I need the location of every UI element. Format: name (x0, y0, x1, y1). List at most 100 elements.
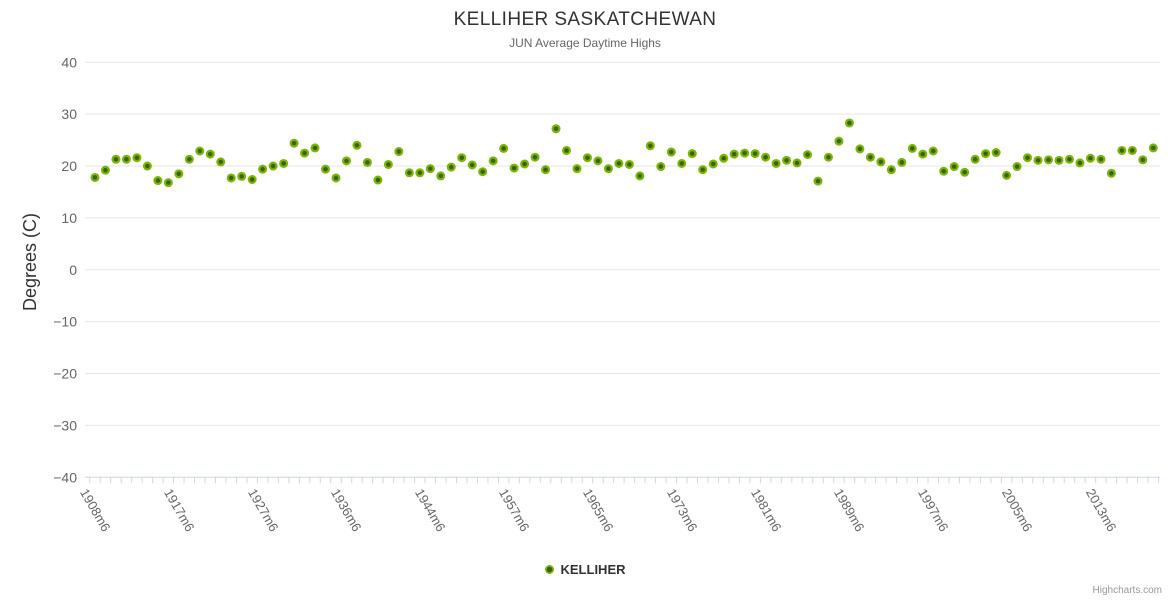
data-point[interactable] (761, 152, 771, 162)
data-point[interactable] (373, 175, 383, 185)
data-point[interactable] (656, 162, 666, 172)
data-point[interactable] (132, 153, 142, 163)
data-point[interactable] (960, 167, 970, 177)
data-point[interactable] (352, 140, 362, 150)
data-point[interactable] (1023, 153, 1033, 163)
data-point[interactable] (258, 164, 268, 174)
data-point[interactable] (645, 141, 655, 151)
data-point[interactable] (310, 143, 320, 153)
data-point[interactable] (782, 155, 792, 165)
data-point[interactable] (834, 136, 844, 146)
data-point[interactable] (300, 148, 310, 158)
data-point[interactable] (205, 149, 215, 159)
data-point[interactable] (1075, 158, 1085, 168)
data-point[interactable] (1054, 155, 1064, 165)
data-point[interactable] (1096, 154, 1106, 164)
data-point[interactable] (90, 172, 100, 182)
data-point[interactable] (499, 143, 509, 153)
data-point[interactable] (174, 169, 184, 179)
data-point[interactable] (226, 173, 236, 183)
data-point[interactable] (865, 152, 875, 162)
data-point[interactable] (425, 164, 435, 174)
data-point[interactable] (289, 138, 299, 148)
data-point[interactable] (321, 164, 331, 174)
data-point[interactable] (457, 153, 467, 163)
data-point[interactable] (121, 154, 131, 164)
data-point[interactable] (415, 168, 425, 178)
data-point[interactable] (478, 167, 488, 177)
data-point[interactable] (216, 157, 226, 167)
data-point[interactable] (970, 154, 980, 164)
data-point[interactable] (750, 149, 760, 159)
data-point[interactable] (1106, 168, 1116, 178)
data-point[interactable] (520, 159, 530, 169)
data-point[interactable] (1138, 155, 1148, 165)
data-point[interactable] (949, 162, 959, 172)
data-point[interactable] (1002, 170, 1012, 180)
data-point[interactable] (1117, 145, 1127, 155)
data-point[interactable] (928, 146, 938, 156)
data-point[interactable] (991, 148, 1001, 158)
data-point[interactable] (509, 163, 519, 173)
data-point[interactable] (383, 159, 393, 169)
data-point[interactable] (530, 152, 540, 162)
data-point[interactable] (740, 148, 750, 158)
data-point[interactable] (394, 147, 404, 157)
data-point[interactable] (279, 158, 289, 168)
data-point[interactable] (803, 150, 813, 160)
legend-item-kelliher[interactable]: KELLIHER (0, 562, 1170, 577)
data-point[interactable] (1127, 145, 1137, 155)
data-point[interactable] (436, 171, 446, 181)
data-point[interactable] (771, 158, 781, 168)
data-point[interactable] (624, 159, 634, 169)
data-point[interactable] (687, 149, 697, 159)
data-point[interactable] (1148, 143, 1158, 153)
data-point[interactable] (1044, 155, 1054, 165)
data-point[interactable] (614, 158, 624, 168)
data-point[interactable] (551, 124, 561, 134)
data-point[interactable] (237, 171, 247, 181)
data-point[interactable] (677, 158, 687, 168)
data-point[interactable] (792, 158, 802, 168)
data-point[interactable] (195, 146, 205, 156)
highcharts-credits-link[interactable]: Highcharts.com (1092, 585, 1162, 596)
data-point[interactable] (981, 149, 991, 159)
data-point[interactable] (541, 165, 551, 175)
data-point[interactable] (1033, 155, 1043, 165)
data-point[interactable] (184, 154, 194, 164)
data-point[interactable] (446, 162, 456, 172)
data-point[interactable] (823, 152, 833, 162)
data-point[interactable] (362, 157, 372, 167)
data-point[interactable] (593, 156, 603, 166)
data-point[interactable] (404, 168, 414, 178)
data-point[interactable] (729, 149, 739, 159)
data-point[interactable] (142, 161, 152, 171)
data-point[interactable] (331, 173, 341, 183)
data-point[interactable] (918, 149, 928, 159)
data-point[interactable] (907, 143, 917, 153)
data-point[interactable] (268, 161, 278, 171)
data-point[interactable] (467, 160, 477, 170)
data-point[interactable] (1064, 154, 1074, 164)
data-point[interactable] (582, 153, 592, 163)
data-point[interactable] (666, 147, 676, 157)
data-point[interactable] (603, 164, 613, 174)
data-point[interactable] (708, 159, 718, 169)
data-point[interactable] (247, 175, 257, 185)
data-point[interactable] (897, 157, 907, 167)
data-point[interactable] (813, 176, 823, 186)
data-point[interactable] (572, 164, 582, 174)
data-point[interactable] (1012, 162, 1022, 172)
data-point[interactable] (488, 156, 498, 166)
data-point[interactable] (886, 165, 896, 175)
data-point[interactable] (876, 157, 886, 167)
data-point[interactable] (562, 145, 572, 155)
data-point[interactable] (698, 165, 708, 175)
data-point[interactable] (111, 154, 121, 164)
data-point[interactable] (719, 153, 729, 163)
data-point[interactable] (844, 118, 854, 128)
data-point[interactable] (341, 156, 351, 166)
data-point[interactable] (163, 178, 173, 188)
data-point[interactable] (939, 166, 949, 176)
data-point[interactable] (1085, 153, 1095, 163)
